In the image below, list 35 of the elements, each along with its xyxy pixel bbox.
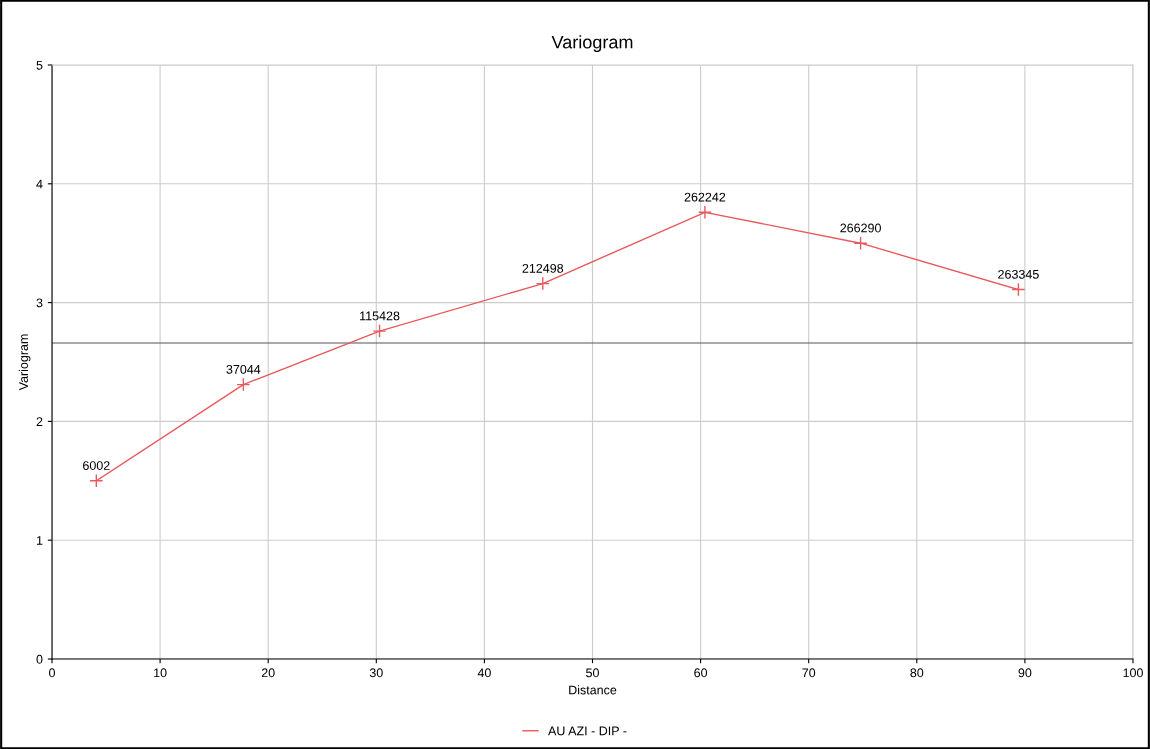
point: [236, 377, 251, 392]
y-tick-label: 5: [36, 60, 43, 70]
y-tick-label: 0: [36, 654, 43, 664]
x-tick-label: 50: [586, 668, 599, 678]
x-tick-label: 10: [154, 668, 167, 678]
point: [853, 236, 868, 251]
annotation: 115428: [360, 311, 400, 321]
x-tick-label: 30: [369, 668, 383, 678]
point: [89, 473, 104, 488]
annotation: 263345: [998, 269, 1039, 279]
point: [372, 324, 387, 339]
point: [697, 205, 712, 220]
x-tick-label: 80: [910, 668, 924, 678]
x-tick-label: 90: [1018, 668, 1032, 678]
annotation: 37044: [226, 364, 261, 374]
y-tick-label: 1: [36, 536, 43, 545]
x-tick-label: 40: [477, 668, 491, 678]
x-axis-title: Distance: [569, 685, 617, 695]
annotation: 266290: [840, 223, 881, 233]
annotation: 212498: [522, 263, 564, 273]
annotation: 6002: [83, 461, 110, 470]
y-axis-title: Variogram: [18, 334, 31, 391]
point: [535, 276, 550, 291]
x-tick-label: 100: [1123, 668, 1143, 678]
point: [1011, 282, 1026, 297]
chart-title: Variogram: [551, 35, 633, 53]
x-tick-label: 20: [261, 668, 275, 678]
x-tick-label: 60: [694, 668, 708, 678]
x-tick-label: 70: [802, 668, 816, 678]
y-tick-label: 2: [36, 417, 43, 426]
annotation: 262242: [684, 192, 726, 202]
y-tick-label: 4: [36, 179, 43, 189]
legend-label: AU AZI - DIP -: [548, 726, 627, 736]
x-tick-label: 0: [49, 668, 55, 678]
y-tick-label: 3: [36, 298, 43, 308]
